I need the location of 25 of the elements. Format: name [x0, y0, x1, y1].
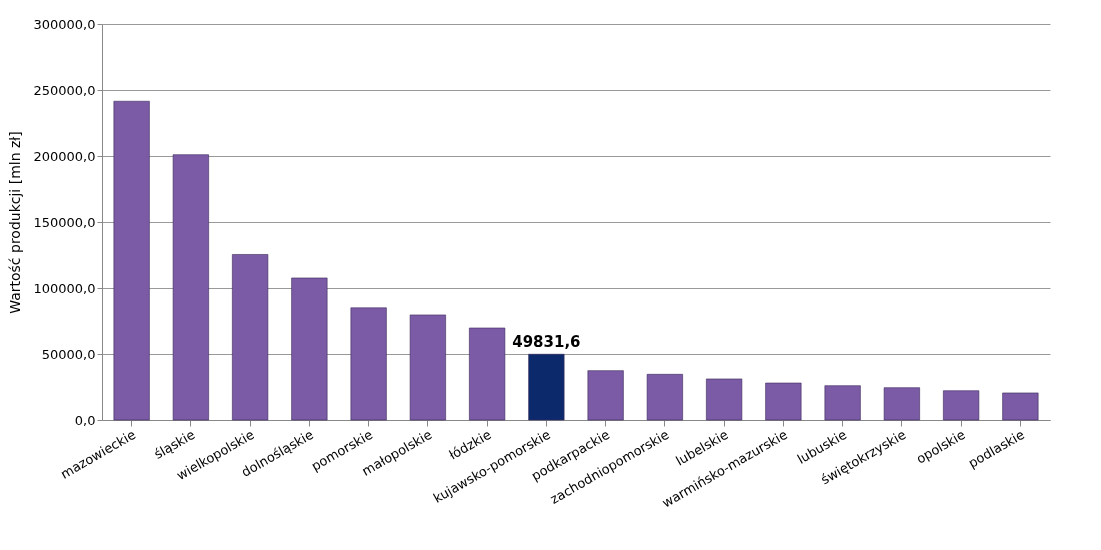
- y-tick-label: 200000,0: [33, 148, 96, 164]
- y-axis-title: Wartość produkcji [mln zł]: [7, 131, 24, 314]
- bar: [883, 387, 920, 421]
- data-label: 49831,6: [512, 333, 581, 352]
- bar: [943, 390, 980, 421]
- bar: [528, 353, 565, 421]
- bar: [172, 154, 209, 421]
- y-tick-label: 300000,0: [33, 16, 96, 32]
- bar: [765, 382, 802, 421]
- bar: [350, 307, 387, 421]
- bar: [232, 254, 269, 421]
- bar: [706, 378, 743, 421]
- bar: [824, 385, 861, 421]
- bar: [646, 374, 683, 421]
- bar: [291, 277, 328, 421]
- y-tick-label: 150000,0: [33, 214, 96, 230]
- bar: [1002, 392, 1039, 421]
- bar: [409, 314, 446, 421]
- y-tick-label: 50000,0: [41, 346, 96, 362]
- y-tick-label: 250000,0: [33, 82, 96, 98]
- bar: [469, 327, 506, 421]
- y-tick-label: 0,0: [74, 412, 96, 428]
- bar: [587, 370, 624, 421]
- bar: [113, 100, 150, 421]
- y-tick-label: 100000,0: [33, 280, 96, 296]
